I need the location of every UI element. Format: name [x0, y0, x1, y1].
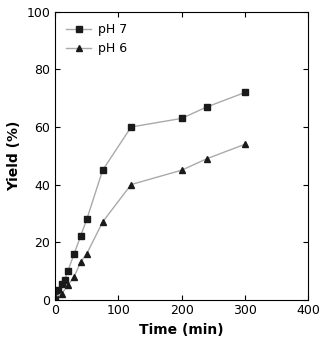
pH 7 — [57, 288, 60, 292]
pH 7 — [63, 278, 67, 282]
pH 7 — [243, 90, 247, 95]
Line: pH 6: pH 6 — [52, 141, 249, 300]
pH 6 — [78, 260, 82, 264]
pH 6 — [243, 142, 247, 146]
pH 6 — [205, 157, 209, 161]
pH 7 — [180, 116, 184, 120]
pH 6 — [180, 168, 184, 172]
Legend: pH 7, pH 6: pH 7, pH 6 — [61, 18, 132, 61]
pH 6 — [101, 220, 105, 224]
pH 6 — [129, 183, 133, 187]
pH 7 — [85, 217, 89, 221]
pH 7 — [66, 269, 70, 273]
pH 7 — [60, 282, 63, 286]
pH 7 — [53, 295, 57, 299]
X-axis label: Time (min): Time (min) — [139, 323, 224, 337]
pH 6 — [60, 292, 63, 296]
pH 7 — [72, 251, 76, 256]
pH 6 — [66, 283, 70, 287]
pH 6 — [72, 275, 76, 279]
pH 7 — [78, 234, 82, 238]
pH 7 — [205, 105, 209, 109]
pH 6 — [53, 295, 57, 299]
Y-axis label: Yield (%): Yield (%) — [7, 121, 21, 191]
pH 7 — [129, 125, 133, 129]
Line: pH 7: pH 7 — [52, 89, 249, 300]
pH 7 — [101, 168, 105, 172]
pH 6 — [85, 251, 89, 256]
